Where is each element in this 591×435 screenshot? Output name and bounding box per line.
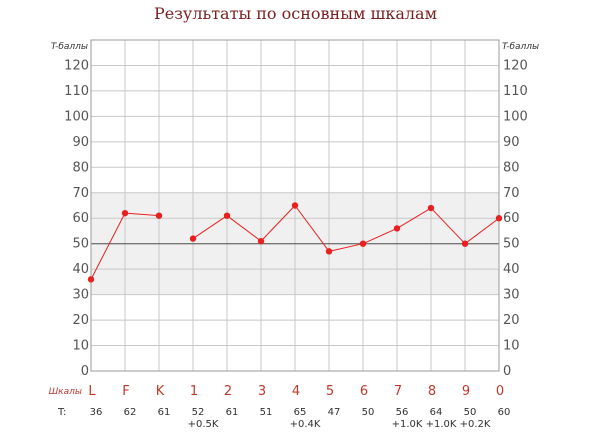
series-line-segment: [226, 215, 262, 242]
category-label-2: 2: [224, 384, 232, 399]
y-tick-label-left: 0: [81, 364, 89, 379]
y-tick-label-right: 80: [503, 160, 520, 175]
t-value: 62: [124, 407, 137, 418]
series-line-segment: [294, 205, 330, 252]
t-value: 52: [192, 407, 205, 418]
y-tick-label-left: 50: [72, 237, 89, 252]
series-line-segment: [328, 243, 364, 252]
data-point-L: [87, 276, 95, 283]
y-tick-label-left: 30: [72, 288, 89, 303]
data-point-9: [461, 240, 469, 247]
t-value: 65: [294, 407, 307, 418]
y-tick-label-left: 120: [64, 58, 89, 73]
y-tick-label-left: 20: [72, 313, 89, 328]
plot-frame: [90, 39, 500, 372]
y-tick-label-right: 10: [503, 339, 520, 354]
y-tick-label-left: 100: [64, 109, 89, 124]
data-point-F: [121, 209, 129, 217]
t-row-prefix: T:: [57, 407, 66, 418]
category-label-F: F: [122, 384, 129, 399]
y-tick-label-right: 70: [503, 186, 520, 201]
y-tick-label-left: 90: [72, 135, 89, 150]
t-value: 50: [362, 407, 375, 418]
t-value: 50: [464, 407, 477, 418]
data-point-6: [359, 240, 367, 247]
data-point-K: [155, 212, 163, 219]
category-label-7: 7: [394, 384, 402, 399]
category-label-K: K: [156, 384, 165, 399]
y-tick-label-right: 40: [503, 262, 520, 277]
category-label-5: 5: [326, 384, 334, 399]
data-point-2: [223, 212, 231, 219]
y-axis-title-left: T-баллы: [51, 42, 88, 52]
data-point-7: [393, 225, 401, 232]
y-tick-label-right: 90: [503, 135, 520, 150]
y-tick-label-right: 60: [503, 211, 520, 226]
data-point-0: [495, 215, 503, 222]
k-correction: +1.0K: [426, 419, 457, 430]
chart-title: Результаты по основным шкалам: [153, 4, 438, 23]
y-tick-label-right: 50: [503, 237, 520, 252]
k-correction: +0.2K: [460, 419, 491, 430]
t-value: 64: [430, 407, 443, 418]
series-line-segment: [430, 207, 466, 245]
category-label-3: 3: [258, 384, 266, 399]
y-tick-label-left: 70: [72, 186, 89, 201]
data-point-4: [291, 202, 299, 209]
t-value: 61: [226, 407, 239, 418]
y-tick-label-right: 0: [503, 364, 511, 379]
y-tick-label-right: 120: [503, 58, 528, 73]
category-label-4: 4: [292, 384, 300, 399]
category-label-6: 6: [360, 384, 368, 399]
data-point-1: [189, 235, 197, 242]
category-label-0: 0: [496, 384, 504, 399]
t-value: 47: [328, 407, 341, 418]
y-tick-label-right: 110: [503, 84, 528, 99]
series-line-segment: [90, 212, 126, 280]
data-point-3: [257, 237, 265, 245]
series-line-segment: [362, 227, 398, 245]
k-correction: +0.5K: [188, 419, 219, 430]
series-line-segment: [464, 217, 500, 245]
k-correction: +0.4K: [290, 419, 321, 430]
data-point-8: [427, 204, 435, 212]
y-axis-title-right: T-баллы: [502, 42, 539, 52]
series-line-segment: [260, 205, 296, 242]
x-axis-title: Шкалы: [49, 387, 82, 397]
t-value: 36: [90, 407, 103, 418]
y-tick-label-left: 40: [72, 262, 89, 277]
y-tick-label-right: 20: [503, 313, 520, 328]
category-label-L: L: [88, 384, 96, 399]
category-label-1: 1: [190, 384, 198, 399]
y-tick-label-left: 80: [72, 160, 89, 175]
t-value: 51: [260, 407, 273, 418]
y-tick-label-left: 10: [72, 339, 89, 354]
category-label-8: 8: [428, 384, 436, 399]
category-label-9: 9: [462, 384, 470, 399]
t-value: 60: [498, 407, 511, 418]
t-value: 56: [396, 407, 409, 418]
data-point-5: [325, 248, 333, 255]
series-line-segment: [396, 207, 432, 229]
series-line-segment: [192, 215, 228, 240]
t-value: 61: [158, 407, 171, 418]
y-tick-label-right: 100: [503, 109, 528, 124]
y-tick-label-right: 30: [503, 288, 520, 303]
k-correction: +1.0K: [392, 419, 423, 430]
y-tick-label-left: 110: [64, 84, 89, 99]
series-line-segment: [124, 212, 160, 217]
y-tick-label-left: 60: [72, 211, 89, 226]
